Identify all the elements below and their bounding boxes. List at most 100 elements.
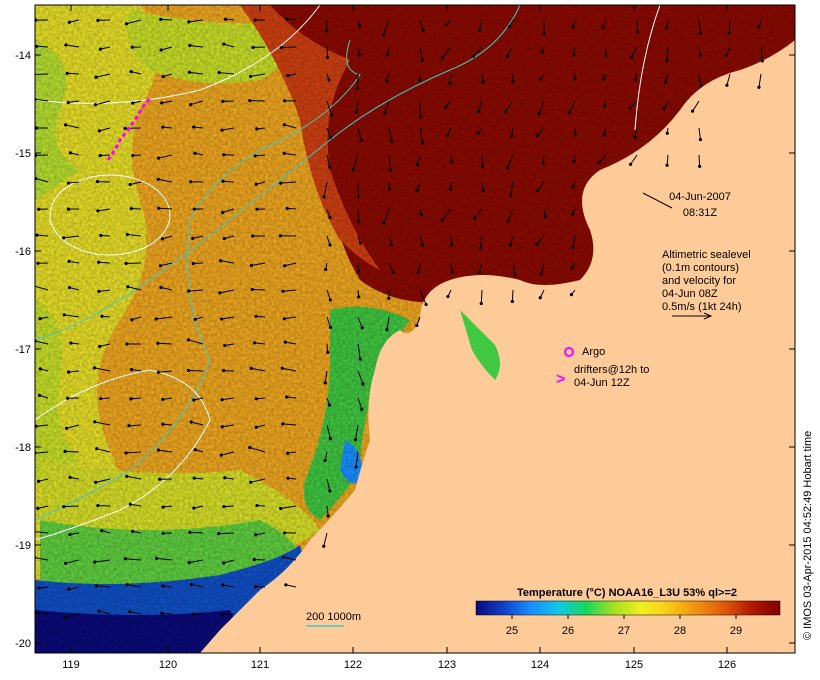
velocity-arrow (130, 181, 142, 185)
velocity-arrow-head (415, 189, 419, 193)
isobath-1000m (35, 39, 361, 521)
velocity-arrow-head (597, 161, 601, 165)
velocity-arrow (357, 343, 361, 360)
velocity-arrow-head (94, 480, 98, 484)
velocity-arrow-head (191, 261, 195, 266)
velocity-arrow-head (217, 70, 221, 75)
velocity-arrow (282, 289, 297, 292)
lat-tick-label: -15 (15, 148, 31, 160)
velocity-arrow-head (541, 161, 545, 165)
velocity-arrow (96, 448, 111, 453)
velocity-arrow-head (450, 160, 454, 164)
velocity-arrow-head (359, 138, 363, 142)
velocity-arrow-head (248, 445, 252, 450)
colorbar-title: Temperature (°C) NOAA16_L3U 53% ql>=2 (517, 587, 737, 599)
colorbar-tick-label: 25 (506, 625, 518, 637)
velocity-arrow-head (440, 218, 445, 222)
velocity-arrow (64, 450, 80, 453)
velocity-arrow-head (283, 99, 287, 103)
velocity-arrow (666, 154, 669, 166)
velocity-arrow (126, 451, 142, 454)
velocity-arrow-head (255, 207, 259, 211)
velocity-arrow-head (351, 168, 355, 172)
velocity-arrow (94, 559, 111, 563)
velocity-arrow (355, 451, 359, 468)
velocity-arrow (538, 100, 545, 115)
velocity-arrow-head (326, 514, 330, 518)
velocity-arrow-head (31, 73, 34, 76)
velocity-arrow-head (358, 24, 362, 28)
velocity-arrow (127, 584, 142, 588)
velocity-arrow (698, 127, 701, 140)
velocity-arrow-head (251, 234, 255, 238)
velocity-arrow-head (284, 583, 288, 587)
lon-tick-label: 121 (251, 659, 269, 671)
velocity-arrow-head (98, 344, 102, 348)
velocity-arrow-head (156, 448, 161, 452)
velocity-arrow-head (760, 59, 764, 63)
velocity-arrow-head (35, 126, 39, 130)
velocity-arrow (99, 127, 111, 132)
velocity-arrow (283, 556, 297, 561)
velocity-arrow-head (251, 45, 255, 50)
velocity-arrow-head (160, 611, 164, 615)
velocity-arrow-head (444, 23, 448, 27)
velocity-arrow-head (98, 153, 102, 158)
velocity-arrow-head (698, 31, 703, 35)
argo-icon (564, 347, 574, 357)
velocity-arrow-head (69, 341, 73, 345)
velocity-arrow-head (68, 475, 72, 479)
velocity-arrow-head (62, 313, 66, 317)
velocity-arrow-head (221, 583, 225, 587)
velocity-arrow (219, 72, 235, 75)
drifter-icon: > (556, 371, 565, 388)
altimetry-line-3: and velocity for (662, 275, 736, 287)
velocity-arrow (95, 73, 111, 78)
velocity-arrow (569, 100, 576, 113)
velocity-arrow (65, 44, 80, 48)
velocity-arrow-head (67, 20, 71, 24)
velocity-arrow-head (327, 403, 332, 407)
velocity-arrow-head (536, 188, 540, 193)
velocity-arrow-head (278, 234, 283, 238)
velocity-arrow (190, 421, 204, 426)
velocity-arrow-head (628, 162, 633, 166)
velocity-arrow-head (64, 43, 68, 47)
velocity-arrow (285, 584, 297, 588)
velocity-arrow (99, 343, 111, 347)
velocity-arrow-head (324, 267, 328, 272)
velocity-arrow-head (450, 243, 454, 247)
velocity-arrow-head (698, 164, 702, 168)
velocity-arrow (480, 289, 483, 304)
velocity-arrow-head (445, 134, 450, 138)
velocity-arrow-head (388, 168, 393, 172)
velocity-arrow-head (222, 153, 226, 157)
velocity-arrow-head (62, 505, 66, 509)
velocity-arrow-head (93, 420, 97, 424)
velocity-arrow-head (480, 164, 485, 169)
velocity-arrow-head (188, 43, 192, 48)
velocity-arrow (572, 235, 576, 248)
velocity-arrow-head (505, 54, 509, 58)
velocity-arrow-head (604, 53, 608, 58)
velocity-arrow-head (95, 179, 100, 184)
velocity-arrow-head (37, 586, 41, 590)
velocity-arrow-head (387, 296, 391, 300)
velocity-arrow (161, 100, 173, 104)
velocity-arrow-head (221, 179, 225, 183)
velocity-arrow-head (221, 612, 225, 616)
velocity-arrow (249, 447, 266, 453)
velocity-arrow-head (387, 187, 391, 191)
velocity-arrow-head (37, 393, 42, 398)
velocity-arrow-head (478, 246, 483, 250)
velocity-arrow-head (324, 29, 329, 33)
velocity-arrow (126, 475, 142, 480)
velocity-arrow-head (254, 314, 258, 319)
lat-tick-label: -20 (15, 638, 31, 650)
velocity-arrow-head (223, 476, 227, 480)
velocity-arrow-head (129, 70, 133, 74)
velocity-arrow-head (158, 264, 162, 268)
velocity-arrow-head (161, 422, 165, 426)
velocity-arrow (509, 235, 514, 246)
velocity-arrow (69, 260, 80, 264)
